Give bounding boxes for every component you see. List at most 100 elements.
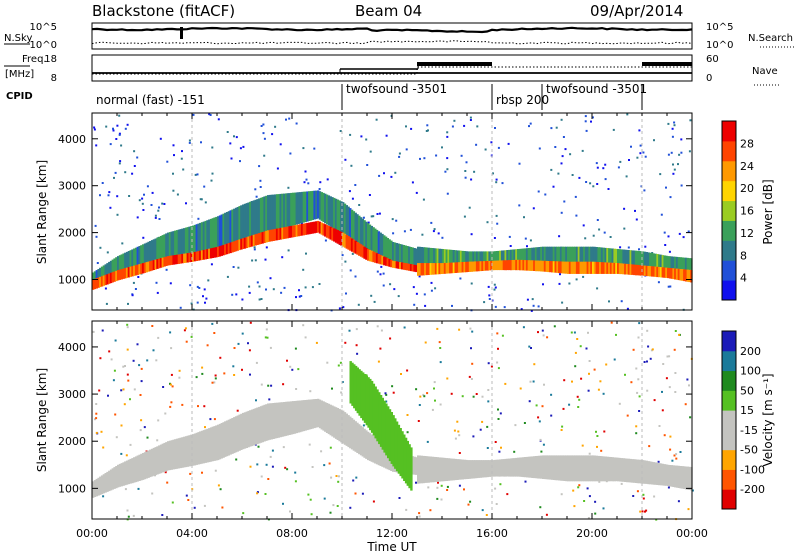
scatter-point: [602, 167, 605, 170]
band-column: [447, 262, 450, 274]
band-column: [652, 253, 656, 276]
scatter-point: [203, 504, 206, 507]
band-column: [115, 257, 118, 280]
scatter-point: [655, 518, 658, 521]
scatter-point: [281, 256, 284, 259]
band-column: [640, 251, 643, 275]
scatter-point: [169, 331, 172, 334]
band-column: [392, 260, 395, 268]
band-column: [347, 236, 350, 250]
scatter-point: [506, 493, 509, 496]
band-column: [372, 435, 375, 463]
scatter-point: [552, 185, 555, 188]
nave-label: Nave: [752, 66, 778, 77]
band-column: [115, 466, 118, 489]
scatter-point: [219, 488, 222, 491]
scatter-point: [615, 333, 617, 336]
scatter-point: [267, 384, 270, 387]
band-column: [625, 263, 629, 275]
band-column: [622, 263, 625, 275]
band-column: [622, 458, 625, 482]
band-column: [133, 248, 136, 274]
scatter-point: [644, 155, 647, 158]
scatter-point: [674, 391, 677, 393]
scatter-point: [680, 138, 683, 141]
band-column: [368, 224, 372, 253]
band-column: [452, 458, 456, 481]
scatter-point: [415, 292, 418, 295]
scatter-point: [311, 286, 314, 289]
band-column: [486, 261, 489, 271]
band-column: [154, 238, 157, 267]
scatter-point: [287, 249, 290, 252]
scatter-point: [592, 234, 595, 237]
band-column: [561, 261, 564, 274]
scatter-point: [492, 172, 494, 175]
band-column: [263, 231, 266, 243]
band-column: [261, 405, 264, 443]
band-column: [281, 227, 284, 240]
band-column: [227, 243, 231, 254]
band-column: [568, 246, 572, 273]
scatter-point: [653, 139, 655, 142]
band-column: [504, 250, 507, 268]
scatter-point: [136, 156, 139, 159]
scatter-point: [497, 418, 500, 420]
band-column: [461, 262, 464, 273]
band-column: [561, 455, 564, 481]
scatter-point: [204, 426, 206, 429]
band-column: [170, 440, 173, 470]
scatter-point: [495, 214, 498, 217]
scatter-point: [341, 381, 344, 383]
scatter-point: [367, 221, 370, 224]
band-column: [234, 240, 238, 252]
scatter-point: [223, 372, 226, 375]
band-column: [190, 226, 193, 258]
band-column: [331, 197, 334, 228]
scatter-point: [370, 215, 373, 218]
band-column: [369, 378, 372, 431]
band-column: [513, 458, 516, 477]
band-column: [193, 224, 197, 257]
scatter-point: [684, 403, 687, 406]
band-column: [183, 228, 186, 259]
band-column: [534, 456, 538, 479]
scatter-point: [249, 321, 252, 324]
band-column: [197, 432, 200, 465]
band-column: [636, 459, 639, 484]
band-column: [536, 455, 539, 479]
scatter-point: [196, 285, 199, 288]
band-column: [436, 457, 439, 482]
scatter-point: [667, 486, 670, 489]
band-column: [452, 250, 456, 272]
band-column: [256, 407, 259, 445]
band-column: [424, 247, 427, 275]
scatter-point: [368, 194, 371, 196]
band-column: [311, 399, 314, 429]
scatter-point: [332, 504, 335, 507]
scatter-point: [351, 252, 354, 255]
band-column: [367, 223, 370, 252]
band-column: [522, 457, 525, 478]
scatter-point: [395, 219, 398, 222]
scatter-point: [433, 387, 435, 390]
band-column: [508, 260, 511, 271]
scatter-point: [415, 481, 417, 484]
band-column: [283, 402, 286, 437]
scatter-point: [624, 373, 626, 376]
band-column: [511, 249, 514, 268]
scatter-point: [204, 301, 206, 304]
band-column: [672, 256, 675, 279]
scatter-point: [355, 344, 358, 347]
band-column: [404, 437, 408, 484]
band-column: [329, 404, 332, 436]
scatter-point: [138, 364, 141, 367]
band-column: [584, 261, 588, 274]
scatter-point: [92, 330, 95, 333]
band-column: [209, 427, 213, 462]
band-column: [329, 226, 332, 240]
power-ylabel: Slant Range [km]: [35, 160, 49, 264]
band-column: [320, 400, 323, 430]
band-column: [606, 248, 609, 273]
